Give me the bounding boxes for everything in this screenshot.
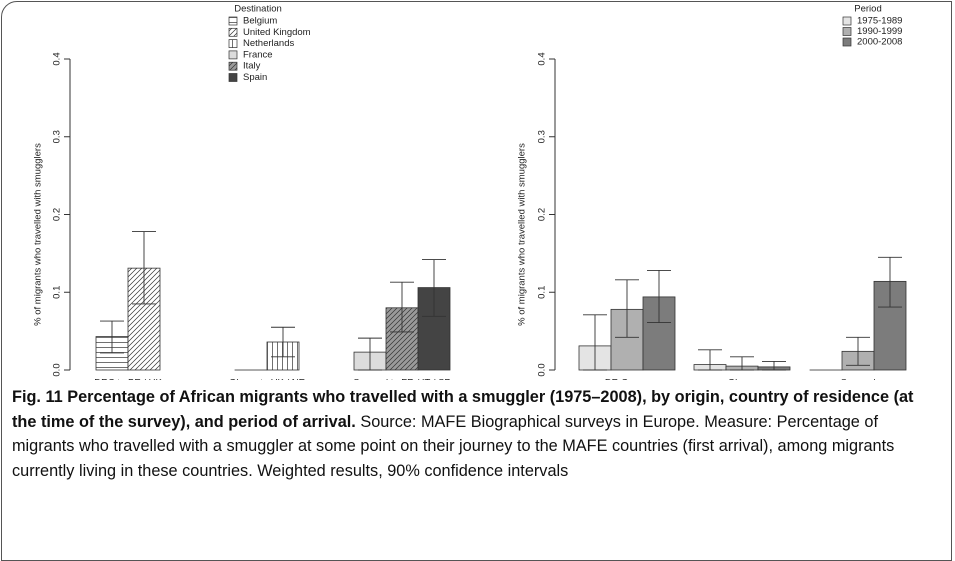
y-tick-label: 0.3 (537, 130, 548, 143)
legend-label: 2000-2008 (857, 37, 902, 48)
legend-swatch (843, 38, 851, 46)
y-tick-label: 0.2 (52, 208, 63, 221)
y-tick-label: 0.0 (52, 363, 63, 376)
x-tick-label: Senegal (841, 378, 876, 380)
legend-label: Spain (243, 72, 267, 83)
legend-swatch (229, 51, 237, 59)
legend-swatch (843, 28, 851, 36)
figure-label: Fig. 11 (12, 388, 63, 406)
y-tick-label: 0.3 (52, 130, 63, 143)
legend-label: Italy (243, 61, 261, 72)
legend-swatch (229, 74, 237, 82)
x-tick-label: DRC to BE / UK (94, 378, 162, 380)
legend-label: 1975-1989 (857, 16, 902, 27)
figure: 0.0 0.1 0.2 0.3 0.4 % of migrants who travell… (0, 0, 955, 380)
legend-swatch (229, 40, 237, 48)
legend-label: United Kingdom (243, 27, 311, 38)
legend-label: Belgium (243, 16, 277, 27)
legend-swatch (843, 17, 851, 25)
page: 0.0 0.1 0.2 0.3 0.4 % of migrants who travell… (0, 0, 955, 541)
legend-swatch (229, 17, 237, 25)
y-tick-label: 0.2 (537, 208, 548, 221)
legend-swatch (229, 62, 237, 70)
x-tick-label: Ghana to UK / NE (229, 378, 305, 380)
x-tick-label: DR Congo (605, 378, 649, 380)
y-tick-label: 0.0 (537, 363, 548, 376)
caption: Fig. 11 Percentage of African migrants w… (12, 385, 942, 483)
x-tick-label: Senegal to FR / IT / SP (353, 378, 451, 380)
legend-swatch (229, 28, 237, 36)
y-tick-label: 0.4 (537, 52, 548, 65)
y-tick-label: 0.4 (52, 52, 63, 65)
y-axis-label: % of migrants who travelled with smuggle… (517, 143, 528, 326)
y-axis-label: % of migrants who travelled with smuggle… (33, 143, 44, 326)
y-tick-label: 0.1 (52, 286, 63, 299)
x-tick-label: Ghana (728, 378, 757, 380)
legend-label: Netherlands (243, 38, 294, 49)
legend-label: 1990-1999 (857, 26, 902, 37)
legend-label: France (243, 49, 273, 60)
legend-title: Period (854, 4, 881, 15)
y-tick-label: 0.1 (537, 286, 548, 299)
legend-title: Destination (234, 4, 282, 15)
